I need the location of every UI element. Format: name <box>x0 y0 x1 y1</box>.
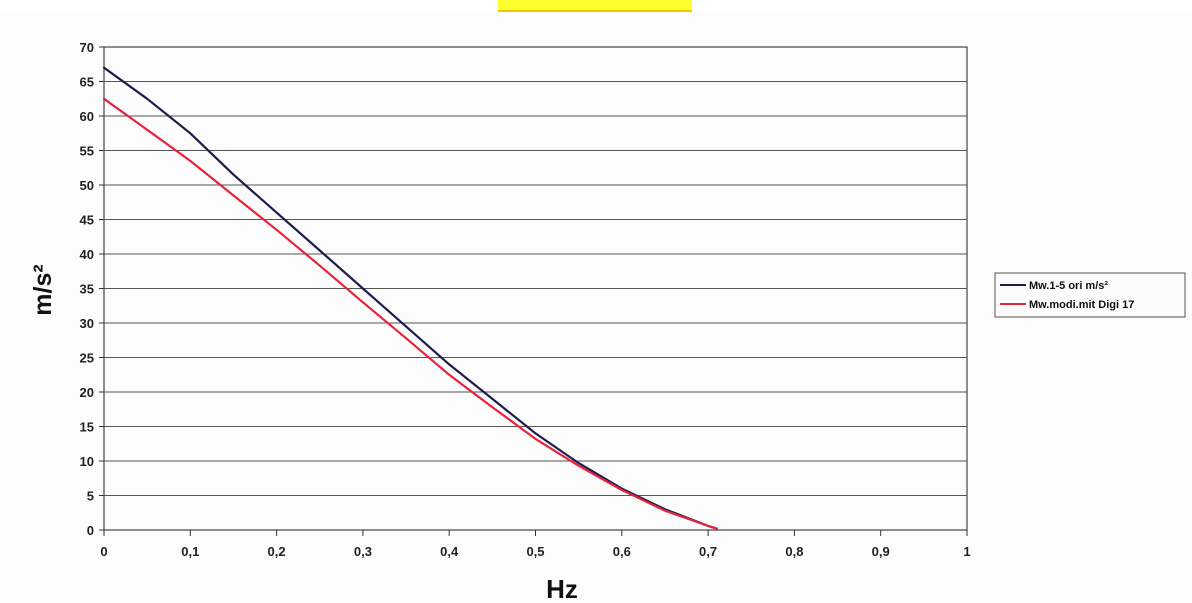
x-tick-label-3: 0,3 <box>354 544 372 559</box>
series-line-2 <box>102 97 718 530</box>
y-tick-label-6: 30 <box>80 316 94 331</box>
x-axis-ticks: 0 0,1 0,2 0,3 0,4 0,5 0,6 0,7 0,8 0,9 1 <box>100 530 971 559</box>
y-axis-ticks: 0 5 10 15 20 25 30 35 40 45 50 55 60 65 70 <box>80 40 104 538</box>
page-background <box>0 12 1192 603</box>
y-tick-label-14: 70 <box>80 40 94 55</box>
highlight-marker <box>498 0 692 12</box>
x-tick-label-6: 0,6 <box>613 544 631 559</box>
y-tick-label-0: 0 <box>87 523 94 538</box>
x-tick-label-7: 0,7 <box>699 544 717 559</box>
y-tick-label-2: 10 <box>80 454 94 469</box>
legend-box <box>994 272 1186 318</box>
grid-lines <box>104 46 967 531</box>
y-axis-label: m/s² <box>29 264 57 315</box>
y-tick-label-5: 25 <box>80 351 94 366</box>
y-tick-label-3: 15 <box>80 420 94 435</box>
y-tick-label-13: 65 <box>80 75 94 90</box>
x-tick-label-10: 1 <box>963 544 970 559</box>
legend-label-series-2: Mw.modi.mit Digi 17 <box>1029 299 1134 311</box>
x-tick-label-2: 0,2 <box>268 544 286 559</box>
x-tick-label-9: 0,9 <box>872 544 890 559</box>
x-tick-label-1: 0,1 <box>181 544 199 559</box>
y-tick-label-10: 50 <box>80 178 94 193</box>
legend: Mw.1-5 ori m/s² Mw.modi.mit Digi 17 <box>994 272 1186 318</box>
y-tick-label-12: 60 <box>80 109 94 124</box>
x-tick-label-8: 0,8 <box>785 544 803 559</box>
series-layer <box>102 66 718 530</box>
x-tick-label-4: 0,4 <box>440 544 459 559</box>
y-tick-label-9: 45 <box>80 213 94 228</box>
y-tick-label-8: 40 <box>80 247 94 262</box>
x-tick-label-0: 0 <box>100 544 107 559</box>
y-tick-label-1: 5 <box>87 489 94 504</box>
y-tick-label-4: 20 <box>80 385 94 400</box>
legend-label-series-1: Mw.1-5 ori m/s² <box>1029 280 1108 292</box>
y-tick-label-7: 35 <box>80 282 94 297</box>
x-axis-label: Hz <box>546 574 578 603</box>
x-tick-label-5: 0,5 <box>526 544 544 559</box>
y-tick-label-11: 55 <box>80 144 94 159</box>
series-line-1 <box>102 66 718 530</box>
